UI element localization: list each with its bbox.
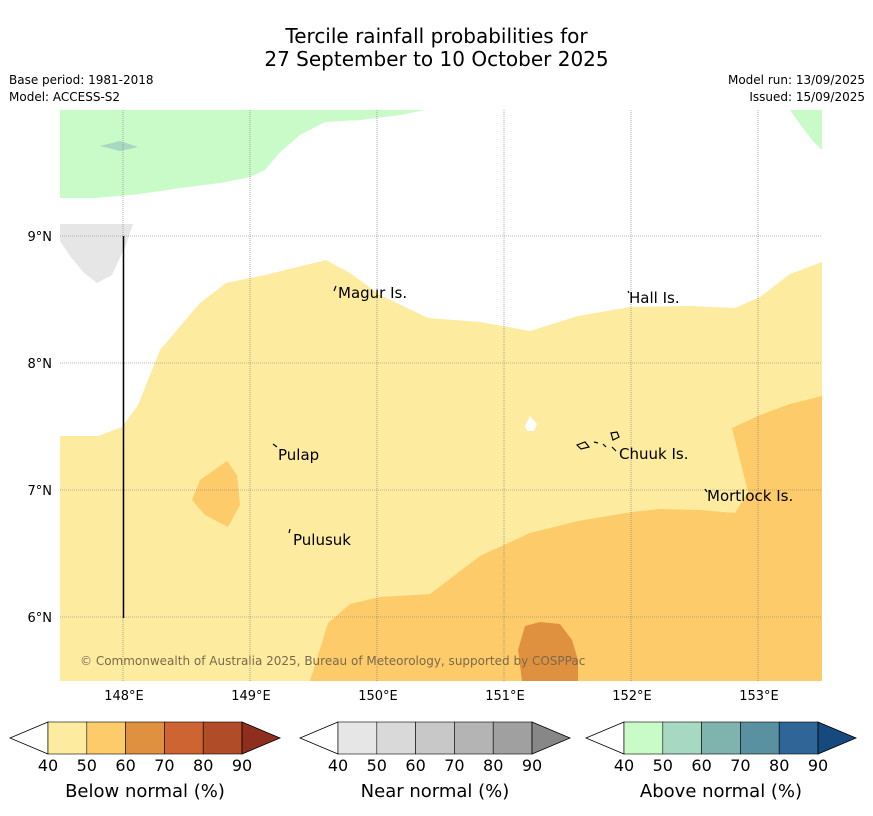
above-colorbar-cell bbox=[740, 721, 780, 755]
chart-title-line2: 27 September to 10 October 2025 bbox=[264, 47, 609, 71]
below-colorbar-tick-label: 40 bbox=[38, 756, 58, 775]
model-text: Model: ACCESS-S2 bbox=[9, 90, 121, 104]
near-colorbar-cell bbox=[337, 721, 378, 755]
near-colorbar-max-extend bbox=[531, 721, 572, 755]
above-colorbar-cell bbox=[623, 721, 664, 755]
copyright-text: © Commonwealth of Australia 2025, Bureau… bbox=[80, 654, 585, 668]
above-colorbar-min-extend bbox=[584, 721, 625, 755]
lon-label-153e: 153°E bbox=[739, 689, 779, 704]
below-normal-60-region-south bbox=[310, 396, 822, 681]
colorbars: 40 50 60 70 80 90 40 50 60 70 80 90 40 50 60 70 80 90 bbox=[8, 721, 858, 775]
lon-label-152e: 152°E bbox=[612, 689, 652, 704]
below-colorbar-cell bbox=[47, 721, 88, 755]
below-normal-60-region-west bbox=[192, 461, 240, 527]
below-colorbar-cell bbox=[86, 721, 126, 755]
near-colorbar-tick-label: 50 bbox=[367, 756, 387, 775]
below-colorbar-max-extend bbox=[241, 721, 282, 755]
below-colorbar-tick-label: 80 bbox=[193, 756, 213, 775]
place-label-hall: Hall Is. bbox=[629, 289, 680, 307]
lat-label-8n: 8°N bbox=[28, 357, 53, 372]
above-colorbar-tick-label: 70 bbox=[730, 756, 750, 775]
gridlines bbox=[60, 110, 822, 681]
near-colorbar-tick-label: 60 bbox=[405, 756, 425, 775]
lon-label-148e: 148°E bbox=[104, 689, 144, 704]
place-label-pulusuk: Pulusuk bbox=[293, 531, 351, 549]
place-label-mortlock: Mortlock Is. bbox=[707, 487, 793, 505]
issued-text: Issued: 15/09/2025 bbox=[749, 90, 865, 104]
above-colorbar-cell bbox=[701, 721, 741, 755]
above-colorbar-tick-label: 50 bbox=[653, 756, 673, 775]
above-colorbar-tick-label: 40 bbox=[614, 756, 634, 775]
place-label-magur: Magur Is. bbox=[338, 284, 407, 302]
near-colorbar-tick-label: 90 bbox=[522, 756, 542, 775]
below-colorbar-cell bbox=[164, 721, 204, 755]
below-colorbar-cell bbox=[125, 721, 165, 755]
above-normal-region bbox=[60, 110, 425, 198]
above-colorbar-cell bbox=[662, 721, 702, 755]
near-colorbar-cell bbox=[376, 721, 416, 755]
above-normal-patch bbox=[100, 141, 138, 151]
near-colorbar-cell bbox=[415, 721, 455, 755]
lat-label-9n: 9°N bbox=[28, 230, 53, 245]
near-normal-region bbox=[60, 224, 133, 283]
near-colorbar-min-extend bbox=[298, 721, 339, 755]
above-normal-colorbar-label: Above normal (%) bbox=[639, 781, 803, 802]
near-colorbar-cell bbox=[492, 721, 533, 755]
above-normal-region-east bbox=[790, 110, 822, 150]
above-colorbar-max-extend bbox=[817, 721, 858, 755]
near-colorbar-tick-label: 70 bbox=[444, 756, 464, 775]
above-colorbar-tick-label: 60 bbox=[691, 756, 711, 775]
below-colorbar-tick-label: 70 bbox=[154, 756, 174, 775]
near-normal-colorbar-label: Near normal (%) bbox=[360, 781, 510, 802]
above-colorbar-cell bbox=[778, 721, 819, 755]
base-period-text: Base period: 1981-2018 bbox=[9, 73, 154, 87]
map-gap bbox=[525, 416, 537, 431]
near-colorbar-tick-label: 80 bbox=[483, 756, 503, 775]
place-label-pulap: Pulap bbox=[278, 446, 319, 464]
chart-title-line1: Tercile rainfall probabilities for bbox=[285, 24, 588, 48]
model-run-text: Model run: 13/09/2025 bbox=[727, 73, 865, 87]
near-colorbar-tick-label: 40 bbox=[328, 756, 348, 775]
lon-label-149e: 149°E bbox=[231, 689, 271, 704]
above-colorbar-tick-label: 90 bbox=[808, 756, 828, 775]
below-colorbar-min-extend bbox=[8, 721, 49, 755]
below-normal-70-region bbox=[518, 622, 578, 681]
below-colorbar-tick-label: 50 bbox=[77, 756, 97, 775]
below-colorbar-tick-label: 60 bbox=[115, 756, 135, 775]
near-colorbar-cell bbox=[454, 721, 494, 755]
lat-label-6n: 6°N bbox=[28, 611, 53, 626]
lat-label-7n: 7°N bbox=[28, 484, 53, 499]
below-colorbar-cell bbox=[202, 721, 243, 755]
lon-label-151e: 151°E bbox=[485, 689, 525, 704]
place-label-chuuk: Chuuk Is. bbox=[619, 445, 688, 463]
island-markers bbox=[272, 285, 708, 534]
below-colorbar-tick-label: 90 bbox=[232, 756, 252, 775]
map-area bbox=[60, 110, 822, 681]
lon-label-150e: 150°E bbox=[358, 689, 398, 704]
above-colorbar-tick-label: 80 bbox=[769, 756, 789, 775]
below-normal-colorbar-label: Below normal (%) bbox=[65, 781, 225, 802]
